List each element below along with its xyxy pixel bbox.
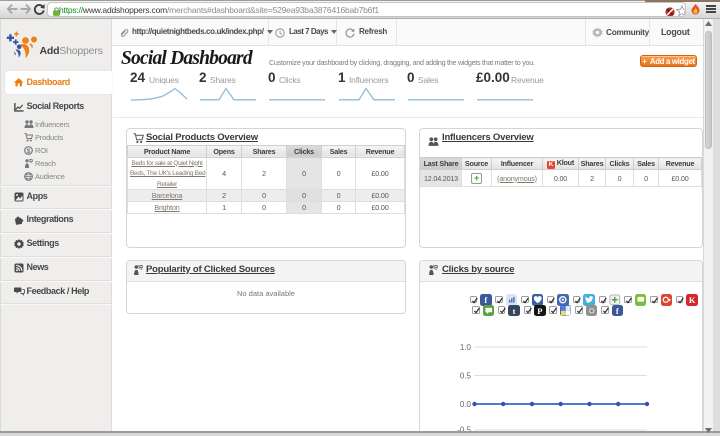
svg-text:-0.5: -0.5 — [457, 426, 471, 435]
svg-text:$: $ — [26, 148, 30, 155]
svg-text:0.5: 0.5 — [460, 372, 472, 381]
svg-text:0.0: 0.0 — [460, 400, 472, 409]
svg-text:1.0: 1.0 — [460, 343, 472, 352]
